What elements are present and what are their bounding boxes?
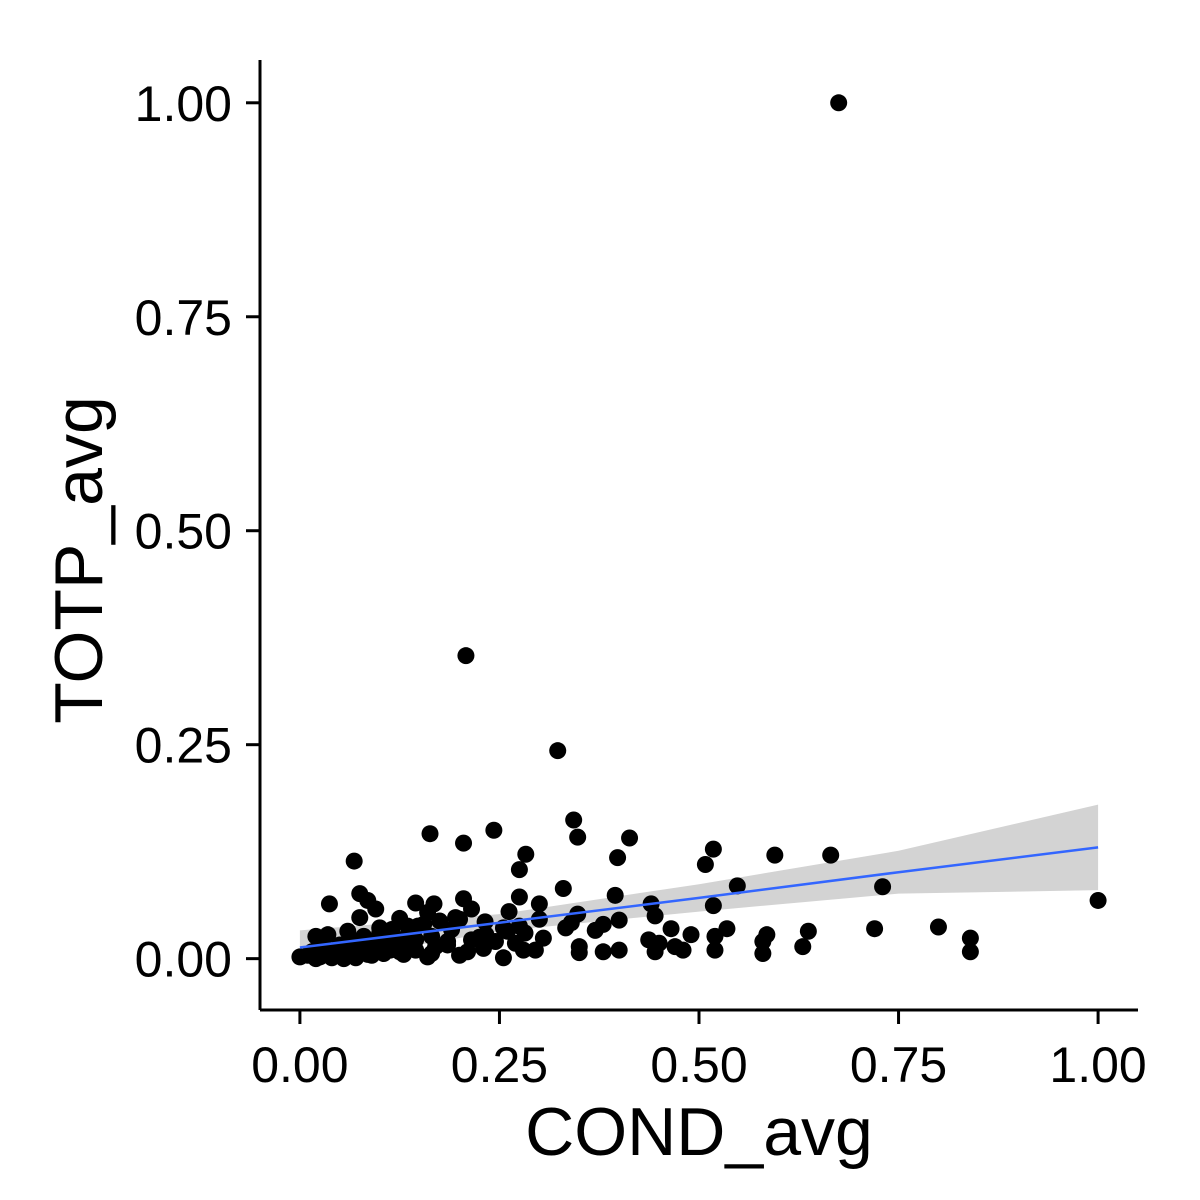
data-point (517, 845, 535, 863)
data-point (1089, 891, 1107, 909)
data-point (662, 920, 680, 938)
x-tick-label: 1.00 (1049, 1037, 1146, 1093)
data-point (345, 852, 363, 870)
data-point (347, 945, 365, 963)
data-point (477, 926, 495, 944)
data-point (799, 922, 817, 940)
data-point (320, 895, 338, 913)
data-point (794, 938, 812, 956)
data-point (534, 929, 552, 947)
data-point (646, 943, 664, 961)
data-point (706, 941, 724, 959)
data-point (754, 933, 772, 951)
data-point (485, 821, 503, 839)
data-point (706, 927, 724, 945)
data-point (474, 939, 492, 957)
x-tick-label: 0.50 (650, 1037, 747, 1093)
data-point (463, 931, 481, 949)
y-axis-title: TOTP_avg (41, 396, 117, 724)
data-point (565, 811, 583, 829)
data-point (606, 886, 624, 904)
y-tick-label: 1.00 (135, 76, 232, 132)
data-point (929, 918, 947, 936)
data-point (494, 949, 512, 967)
data-point (399, 917, 417, 935)
trend-line-layer (299, 846, 1099, 949)
data-point (457, 647, 475, 665)
data-point (439, 933, 457, 951)
data-point (500, 903, 518, 921)
data-point (367, 900, 385, 918)
data-point (514, 941, 532, 959)
data-point (407, 931, 425, 949)
data-point (674, 941, 692, 959)
data-point (557, 919, 575, 937)
data-point (530, 895, 548, 913)
x-tick-label: 0.25 (451, 1037, 548, 1093)
data-point (866, 920, 884, 938)
data-point (704, 897, 722, 915)
y-tick-label: 0.00 (135, 932, 232, 988)
data-point (766, 846, 784, 864)
x-tick-label: 0.00 (251, 1037, 348, 1093)
data-point (569, 828, 587, 846)
data-point (526, 941, 544, 959)
data-point (451, 946, 469, 964)
data-point (874, 878, 892, 896)
data-point (549, 742, 567, 760)
data-point (682, 926, 700, 944)
data-point (610, 941, 628, 959)
data-point (554, 879, 572, 897)
data-point (610, 911, 628, 929)
data-point (351, 909, 369, 927)
data-point (570, 944, 588, 962)
data-point (510, 888, 528, 906)
data-point (307, 927, 325, 945)
data-point (621, 829, 639, 847)
data-point (609, 849, 627, 867)
data-point (367, 941, 385, 959)
data-point (822, 846, 840, 864)
data-point (510, 861, 528, 879)
y-tick-label: 0.25 (135, 718, 232, 774)
x-axis-title: COND_avg (525, 1094, 873, 1170)
data-point (415, 915, 433, 933)
data-point (704, 840, 722, 858)
data-point (586, 921, 604, 939)
data-point (961, 943, 979, 961)
data-point (463, 900, 481, 918)
data-point (754, 945, 772, 963)
data-point (447, 909, 465, 927)
y-tick-label: 0.75 (135, 290, 232, 346)
data-point (355, 927, 373, 945)
data-point (594, 943, 612, 961)
axes-layer: 0.00 0.25 0.50 0.75 1.00 0.00 0.25 0.50 0.75 1.00 (135, 60, 1147, 1093)
data-point (421, 825, 439, 843)
y-tick-label: 0.50 (135, 504, 232, 560)
data-point (646, 907, 664, 925)
trend-line (299, 846, 1099, 949)
x-tick-label: 0.75 (850, 1037, 947, 1093)
data-point (961, 929, 979, 947)
data-point (696, 856, 714, 874)
data-point (830, 94, 848, 112)
data-point (455, 834, 473, 852)
data-point (311, 948, 329, 966)
data-point (530, 910, 548, 928)
points-layer (291, 94, 1107, 968)
data-point (431, 912, 449, 930)
data-point (407, 894, 425, 912)
data-point (728, 877, 746, 895)
data-point (383, 921, 401, 939)
